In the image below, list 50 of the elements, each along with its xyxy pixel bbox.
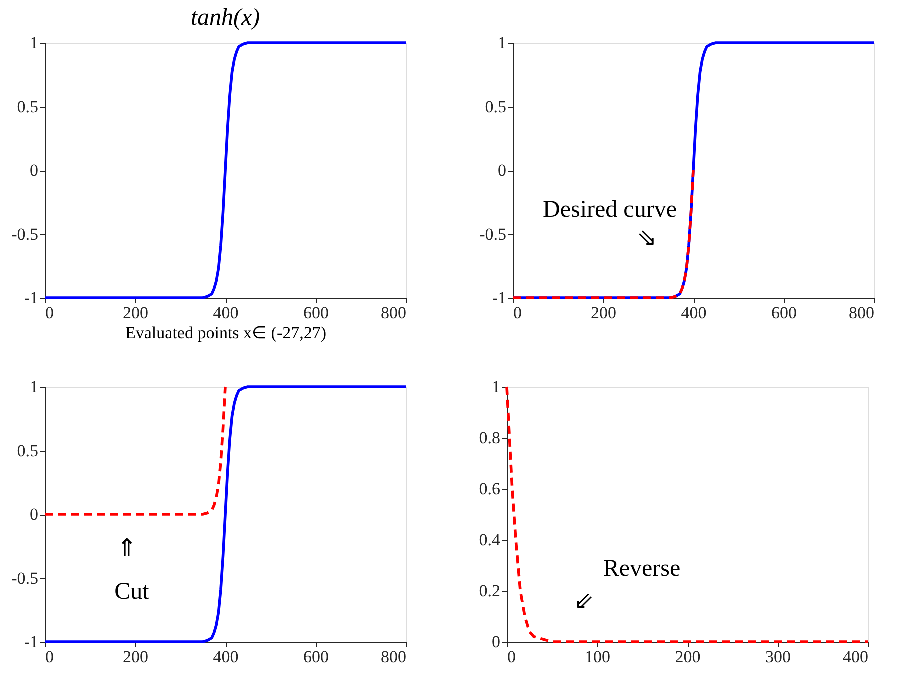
y-tick-label: 0.5 (485, 97, 506, 116)
chart-title: tanh(x) (190, 5, 260, 31)
annotation: ⇑ (117, 536, 137, 562)
x-tick-label: 100 (585, 648, 610, 666)
y-tick-label: 0.5 (17, 441, 38, 460)
y-tick-label: 0 (498, 161, 506, 180)
x-tick-label: 800 (849, 304, 874, 322)
line-series (44, 386, 227, 516)
y-tick-label: 0 (30, 505, 38, 524)
x-tick-label: 400 (213, 304, 239, 322)
x-tick-label: 400 (213, 648, 239, 666)
annotation: ⇘ (637, 226, 657, 252)
y-tick-label: -0.5 (480, 224, 506, 244)
y-tick-label: 0.4 (479, 530, 501, 550)
x-tick-label: 200 (123, 304, 148, 322)
annotation: ⇙ (574, 589, 594, 615)
y-tick-label: -1 (24, 632, 38, 652)
y-tick-label: 0 (30, 161, 38, 180)
x-tick-label: 0 (514, 304, 522, 322)
y-tick-label: 1 (498, 34, 506, 52)
annotation: Cut (114, 579, 150, 605)
y-tick-label: 1 (30, 378, 38, 396)
y-tick-label: -0.5 (12, 568, 38, 588)
y-tick-label: 0.8 (479, 428, 500, 448)
x-tick-label: 400 (843, 648, 868, 666)
y-tick-label: -1 (24, 288, 38, 308)
x-tick-label: 600 (772, 304, 797, 322)
y-tick-label: 0.2 (479, 582, 500, 600)
x-tick-label: 200 (675, 648, 701, 666)
annotation: Reverse (603, 556, 681, 582)
x-tick-label: 200 (591, 304, 616, 322)
y-tick-label: 1 (30, 34, 38, 52)
x-tick-label: 300 (766, 648, 791, 666)
x-tick-label: 400 (681, 304, 707, 322)
x-tick-label: 200 (123, 648, 148, 666)
y-tick-label: 0 (492, 632, 500, 652)
line-series (512, 169, 695, 300)
x-tick-label: 800 (381, 304, 406, 322)
x-tick-label: 0 (46, 304, 54, 322)
y-tick-label: 1 (492, 378, 500, 396)
x-axis-title: Evaluated points x∈ (-27,27) (125, 324, 327, 342)
y-tick-label: 0.5 (17, 97, 38, 116)
y-tick-label: -0.5 (12, 224, 38, 244)
y-tick-label: -1 (492, 288, 506, 308)
x-tick-label: 0 (46, 648, 54, 666)
x-tick-label: 600 (304, 304, 329, 322)
y-tick-label: 0.6 (479, 480, 500, 498)
x-tick-label: 600 (304, 648, 329, 666)
x-tick-label: 800 (381, 648, 406, 666)
annotation: Desired curve (543, 197, 677, 223)
